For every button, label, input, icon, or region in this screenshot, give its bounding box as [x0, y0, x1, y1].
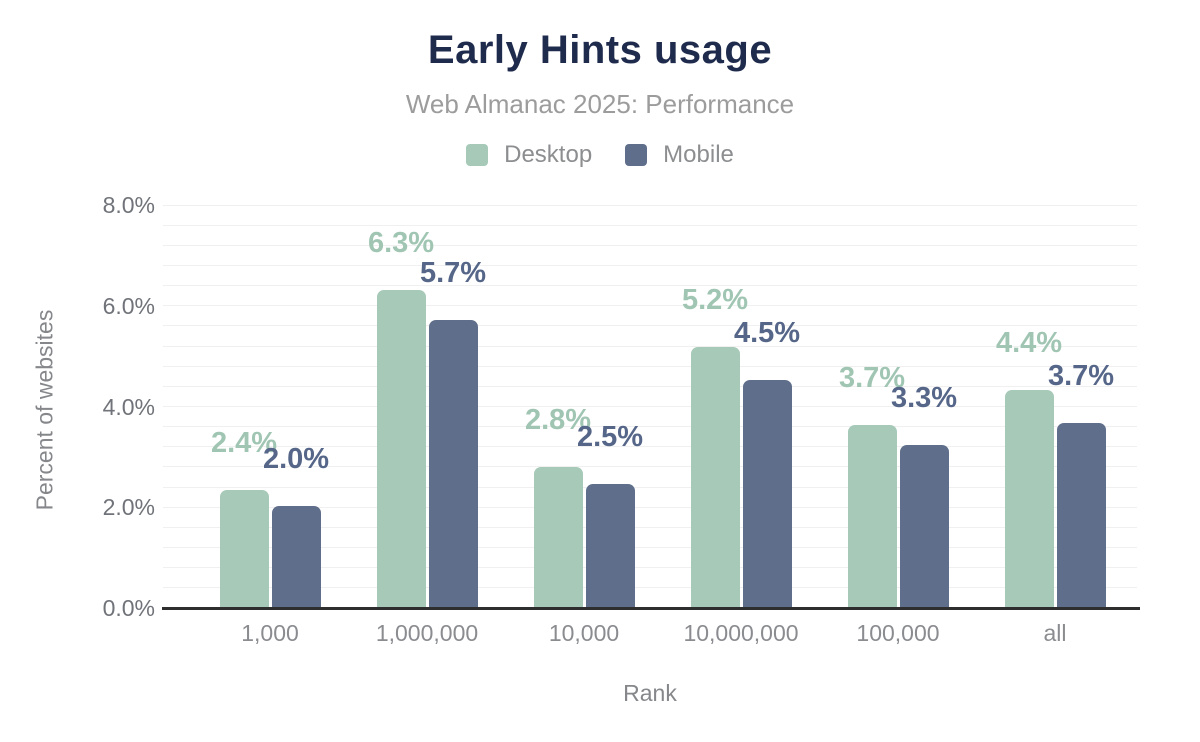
gridline [163, 587, 1137, 589]
gridline [163, 365, 1137, 367]
gridline [163, 345, 1137, 347]
legend-item-mobile[interactable]: Mobile [625, 141, 734, 169]
bar-value-label-mobile-1,000,000: 5.7% [419, 256, 487, 289]
bar-value-label-mobile-1,000: 2.0% [262, 443, 330, 476]
y-tick-label: 0.0% [102, 595, 155, 621]
gridline [163, 526, 1137, 528]
bar-mobile-10,000[interactable] [585, 484, 635, 608]
gridline [163, 446, 1137, 448]
gridline [163, 506, 1137, 508]
bar-desktop-10,000,000[interactable] [690, 347, 740, 608]
gridline [163, 385, 1137, 387]
bar-value-label-mobile-10,000,000: 4.5% [733, 317, 801, 350]
gridline [163, 547, 1137, 549]
chart-title: Early Hints usage [427, 28, 773, 72]
x-tick-label: all [1043, 620, 1067, 646]
bar-value-label-mobile-100,000: 3.3% [890, 381, 958, 414]
gridline [163, 264, 1137, 266]
x-tick-label: 1,000,000 [375, 620, 479, 646]
gridline [163, 244, 1137, 246]
gridline [163, 285, 1137, 287]
x-axis-title: Rank [623, 680, 677, 706]
gridline [163, 466, 1137, 468]
y-tick-label: 2.0% [102, 494, 155, 521]
desktop-series-swatch-icon [466, 144, 489, 166]
bar-value-label-desktop-10,000,000: 5.2% [681, 284, 749, 317]
bar-mobile-1,000,000[interactable] [428, 319, 478, 608]
y-tick-label: 4.0% [102, 393, 155, 420]
bar-value-label-desktop-100,000: 3.7% [838, 362, 906, 395]
x-tick-label: 1,000 [241, 620, 299, 646]
bar-desktop-1,000[interactable] [219, 490, 269, 608]
bar-value-label-desktop-10,000: 2.8% [524, 403, 592, 436]
legend-item-desktop[interactable]: Desktop [466, 141, 592, 169]
bar-mobile-1,000[interactable] [271, 506, 321, 608]
bar-desktop-1,000,000[interactable] [376, 290, 426, 608]
gridline [163, 224, 1137, 226]
x-tick-label: 100,000 [856, 620, 940, 646]
bar-value-label-mobile-all: 3.7% [1047, 360, 1115, 393]
bar-desktop-100,000[interactable] [847, 425, 897, 608]
legend-label-mobile: Mobile [663, 141, 734, 168]
bar-mobile-all[interactable] [1056, 423, 1106, 608]
gridline [163, 325, 1137, 327]
gridline [163, 406, 1137, 407]
mobile-series-swatch-icon [625, 144, 648, 166]
gridline [163, 204, 1137, 206]
plot-area: 2.4% 6.3% 2.8% 5.2% 3.7% 4.4% 2.0% 5.7% 2.5% 4.5%… [163, 204, 1137, 608]
x-tick-label: 10,000,000 [683, 620, 799, 646]
bar-value-label-desktop-all: 4.4% [995, 326, 1063, 359]
gridline [163, 426, 1137, 428]
bar-mobile-100,000[interactable] [899, 444, 949, 608]
bar-value-label-desktop-1,000: 2.4% [210, 427, 278, 460]
legend: Desktop Mobile [0, 141, 1200, 169]
y-tick-label: 8.0% [102, 192, 155, 218]
x-tick-label: 10,000 [548, 620, 620, 646]
bar-desktop-all[interactable] [1004, 389, 1054, 608]
y-tick-label: 6.0% [102, 292, 155, 319]
bar-mobile-10,000,000[interactable] [742, 380, 792, 608]
bar-value-label-mobile-10,000: 2.5% [576, 421, 644, 454]
gridline [163, 486, 1137, 488]
bar-desktop-10,000[interactable] [533, 466, 583, 608]
gridline [163, 567, 1137, 569]
bar-value-label-desktop-1,000,000: 6.3% [367, 227, 435, 260]
x-axis-line [162, 607, 1140, 610]
legend-label-desktop: Desktop [504, 141, 593, 168]
gridline [163, 305, 1137, 307]
chart-subtitle: Web Almanac 2025: Performance [405, 89, 795, 119]
